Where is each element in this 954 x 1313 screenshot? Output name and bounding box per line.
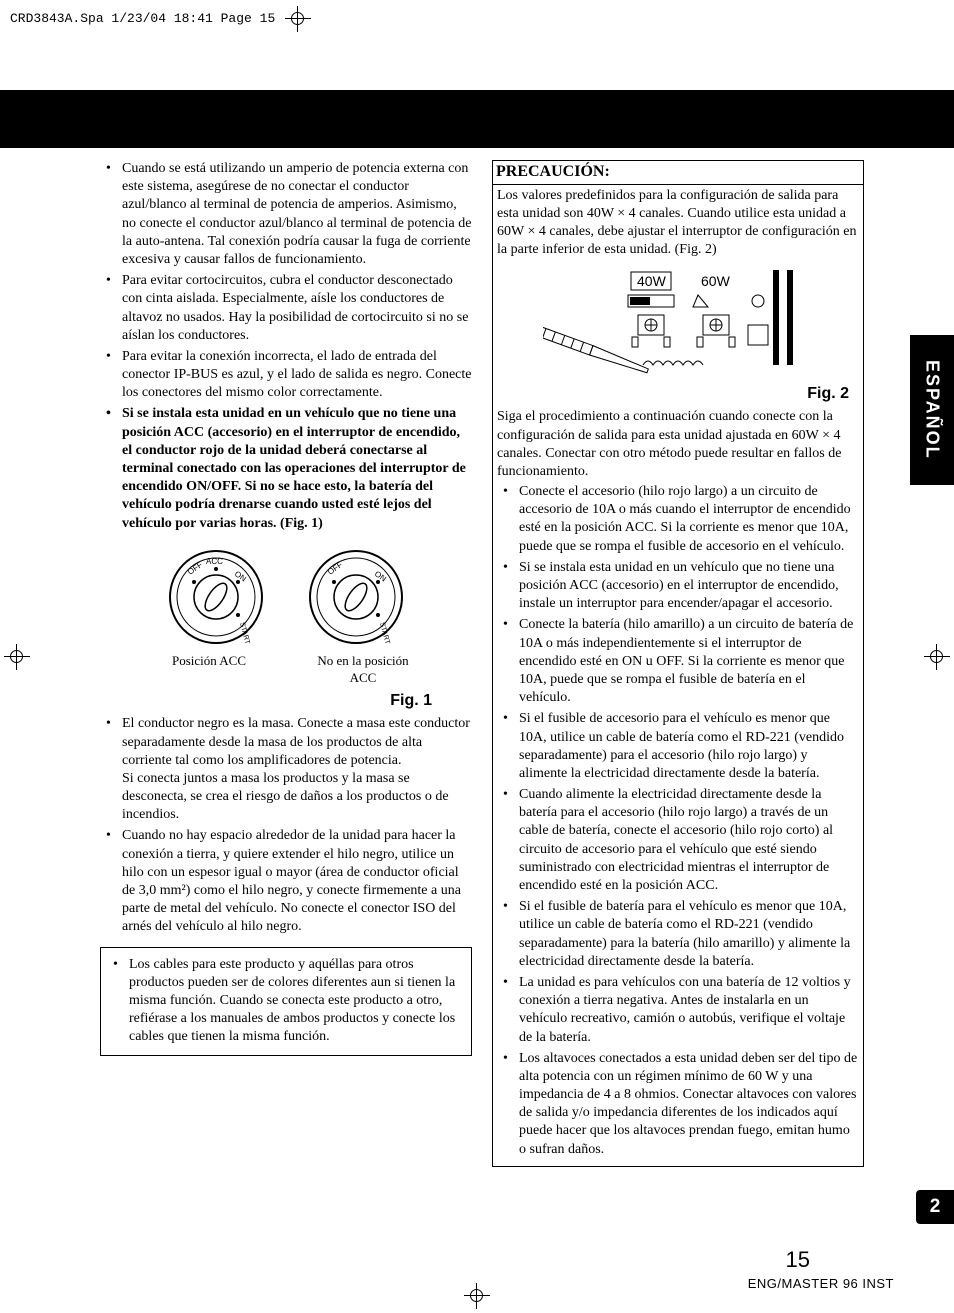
registration-mark-icon [924,644,950,670]
list-item: Si se instala esta unidad en un vehículo… [497,559,859,614]
registration-mark-icon [285,6,311,32]
list-item: Si el fusible de accesorio para el vehíc… [497,710,859,783]
figure-2-caption: Fig. 2 [497,384,849,405]
svg-text:ACC: ACC [206,557,223,566]
language-tab: ESPAÑOL [910,335,954,485]
bullet-list-right: Conecte el accesorio (hilo rojo largo) a… [497,483,859,1159]
after-fig-text: Siga el procedimiento a continuación cua… [497,408,859,481]
dial-label-left: Posición ACC [149,653,269,687]
left-column: Cuando se está utilizando un amperio de … [100,160,472,1167]
ignition-dials: OFF ACC ON START OFF ON START [100,547,472,647]
list-item: Conecte la batería (hilo amarillo) a un … [497,616,859,707]
svg-text:START: START [378,621,391,645]
registration-mark-icon [4,644,30,670]
list-item: Cuando no hay espacio alrededor de la un… [100,827,472,936]
right-column: PRECAUCIÓN: Los valores predefinidos par… [492,160,864,1167]
note-text: Los cables para este producto y aquéllas… [107,956,459,1047]
svg-text:START: START [238,621,251,645]
footer-text: ENG/MASTER 96 INST [748,1276,894,1291]
page-number: 15 [0,1246,894,1275]
list-item: Conecte el accesorio (hilo rojo largo) a… [497,483,859,556]
bullet-list-mid: El conductor negro es la masa. Conecte a… [100,715,472,936]
switch-diagram-icon: 40W 60W [543,270,813,380]
precaution-intro: Los valores predefinidos para la configu… [497,187,859,260]
ignition-dial-noacc-icon: OFF ON START [306,547,406,647]
list-item: La unidad es para vehículos con una bate… [497,974,859,1047]
header-black-bar [0,90,954,148]
list-item: El conductor negro es la masa. Conecte a… [100,715,472,824]
note-box: Los cables para este producto y aquéllas… [100,947,472,1056]
print-header: CRD3843A.Spa 1/23/04 18:41 Page 15 [10,6,311,32]
page-footer: 15 ENG/MASTER 96 INST [0,1246,954,1293]
print-header-text: CRD3843A.Spa 1/23/04 18:41 Page 15 [10,11,275,28]
list-item: Para evitar la conexión incorrecta, el l… [100,348,472,403]
switch-label-40: 40W [637,273,667,289]
figure-1-caption: Fig. 1 [100,691,432,712]
svg-text:OFF: OFF [326,560,344,577]
ignition-dial-acc-icon: OFF ACC ON START [166,547,266,647]
list-item: Si el fusible de batería para el vehícul… [497,898,859,971]
list-item: Para evitar cortocircuitos, cubra el con… [100,272,472,345]
dial-label-right: No en la posición ACC [303,653,423,687]
bullet-list-top: Cuando se está utilizando un amperio de … [100,160,472,533]
page-content: Cuando se está utilizando un amperio de … [100,160,864,1167]
dial-labels: Posición ACC No en la posición ACC [100,653,472,687]
svg-text:OFF: OFF [186,560,204,577]
list-item: Cuando alimente la electricidad directam… [497,786,859,895]
list-item: Los altavoces conectados a esta unidad d… [497,1050,859,1159]
switch-label-60: 60W [701,273,731,289]
section-tag: 2 [916,1190,954,1224]
list-item: Cuando se está utilizando un amperio de … [100,160,472,269]
precaution-heading: PRECAUCIÓN: [493,161,863,185]
list-item-bold: Si se instala esta unidad en un vehículo… [100,405,472,532]
